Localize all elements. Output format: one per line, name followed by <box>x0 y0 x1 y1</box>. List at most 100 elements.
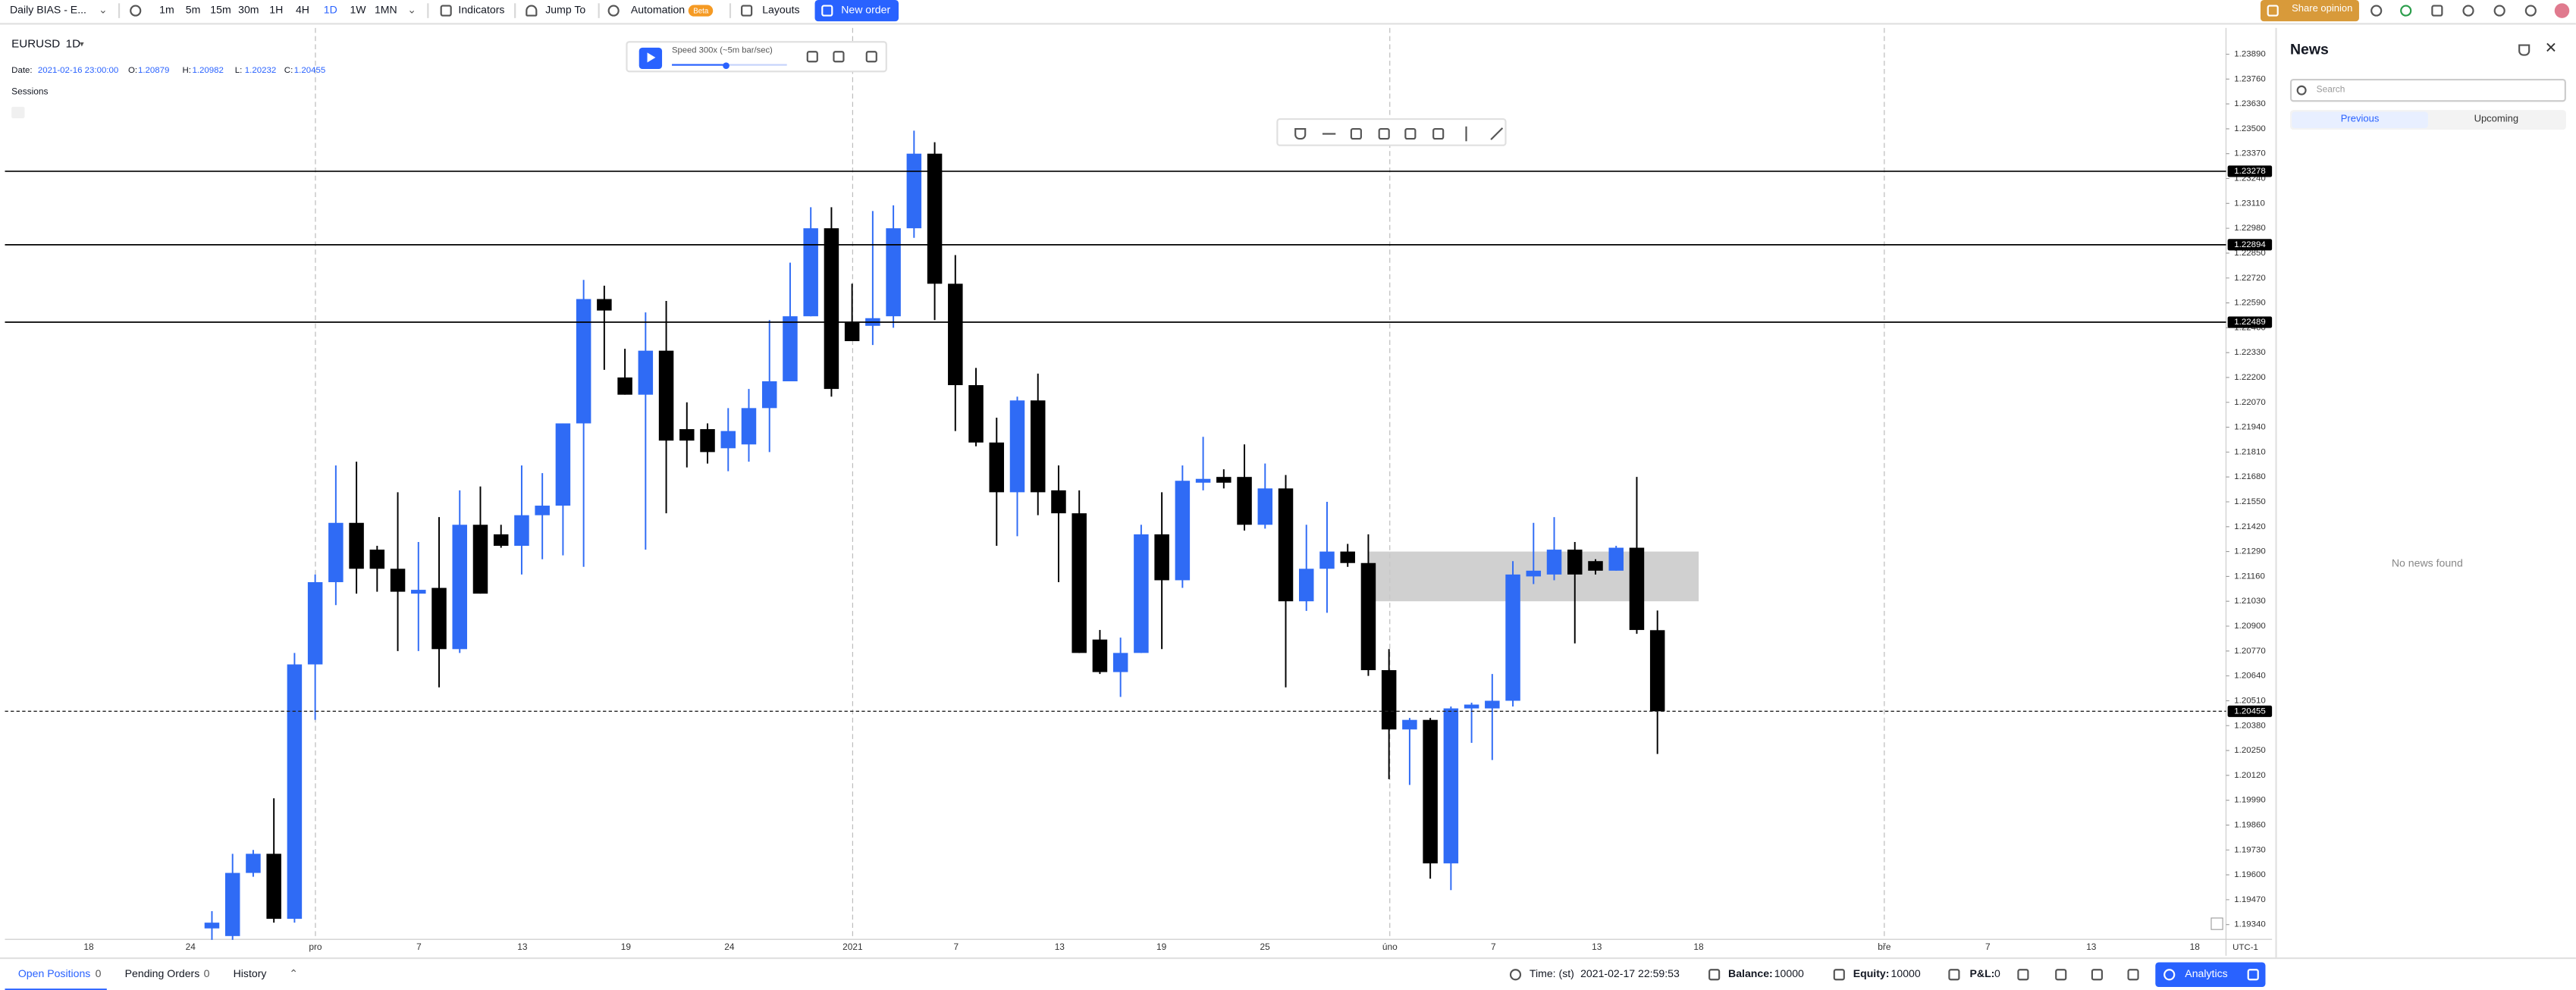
step-back-icon[interactable] <box>806 51 818 63</box>
search-box[interactable]: Search <box>2289 78 2566 102</box>
new-order-button[interactable]: New order <box>814 0 899 22</box>
candle-body <box>720 431 736 449</box>
candle-body <box>741 408 757 445</box>
candle-body <box>1175 481 1191 581</box>
open-positions-tab[interactable]: Open Positions <box>17 969 91 981</box>
automation-button[interactable]: Automation <box>630 5 686 17</box>
compare-icon[interactable] <box>130 5 142 17</box>
pending-orders-tab[interactable]: Pending Orders <box>124 969 200 981</box>
help-icon[interactable] <box>2524 5 2537 17</box>
copy-icon[interactable] <box>2055 969 2067 981</box>
tab-previous[interactable]: Previous <box>2292 111 2428 128</box>
indicators-button[interactable]: Indicators <box>458 5 505 17</box>
separator <box>598 3 600 18</box>
price-tick-label: 1.21030 <box>2234 597 2265 606</box>
candle-body <box>555 423 571 506</box>
price-tick-label: 1.23630 <box>2234 99 2265 108</box>
pnl-label: P&L: <box>1969 969 1995 981</box>
candle-body <box>349 522 364 569</box>
camera-icon[interactable] <box>2431 5 2443 17</box>
time-label: 25 <box>1260 941 1271 952</box>
timeframe-button[interactable]: 30m <box>238 5 259 17</box>
candle-body <box>844 321 860 342</box>
candle-body <box>493 534 509 547</box>
candle-body <box>514 515 529 547</box>
candle-body <box>266 854 281 920</box>
history-tab[interactable]: History <box>233 969 267 981</box>
share-opinion-label: Share opinion <box>2292 5 2353 15</box>
timeframe-button[interactable]: 5m <box>185 5 201 17</box>
candle-body <box>1092 639 1108 672</box>
candle-body <box>452 525 467 650</box>
candle-body <box>927 153 943 284</box>
exit-replay-icon[interactable] <box>865 51 877 63</box>
tool-icon[interactable] <box>1322 133 1336 135</box>
price-tick-label: 1.22200 <box>2234 373 2265 382</box>
candle-body <box>1298 569 1314 602</box>
tool-icon[interactable] <box>1294 127 1307 139</box>
filter-icon[interactable] <box>2518 44 2531 56</box>
share-link-icon[interactable] <box>2462 5 2474 17</box>
candle-body <box>1278 488 1294 602</box>
tool-icon[interactable] <box>1465 126 1467 142</box>
candle-body <box>1505 574 1520 701</box>
timeframe-button[interactable]: 1W <box>350 5 366 17</box>
layout-select[interactable]: Daily BIAS - E... <box>9 5 86 17</box>
interval[interactable]: 1D <box>66 37 80 50</box>
replay-widget: Speed 300x (~5m bar/sec) <box>626 41 887 73</box>
speed-knob[interactable] <box>723 61 730 68</box>
step-forward-icon[interactable] <box>833 51 845 63</box>
settings-icon[interactable] <box>2493 5 2505 17</box>
drawing-toolbar <box>1276 117 1507 146</box>
autoscale-icon[interactable] <box>2210 917 2223 930</box>
tool-icon[interactable] <box>1490 127 1503 140</box>
symbol[interactable]: EURUSD <box>11 37 60 50</box>
timeframe-button[interactable]: 1MN <box>374 5 397 17</box>
ohlc-l-label: L: <box>235 66 243 75</box>
collapse-icon[interactable]: ⌃ <box>289 969 299 981</box>
tool-icon[interactable] <box>1378 127 1390 139</box>
report-icon[interactable] <box>2017 969 2029 981</box>
price-tick-label: 1.21810 <box>2234 447 2265 456</box>
cloud-icon[interactable] <box>2400 5 2412 17</box>
candle-body <box>824 228 839 390</box>
timeframe-button[interactable]: 1m <box>159 5 174 17</box>
sessions-label[interactable]: Sessions <box>11 86 48 96</box>
timeframe-button[interactable]: 1H <box>269 5 284 17</box>
separator <box>729 3 732 18</box>
candle-body <box>576 299 591 424</box>
candle-body <box>1360 562 1376 671</box>
calculator-icon[interactable] <box>2127 969 2139 981</box>
ohlc-h-label: H: <box>182 66 190 75</box>
analytics-button[interactable]: Analytics <box>2155 962 2266 988</box>
price-tick-label: 1.23110 <box>2234 199 2265 208</box>
tool-icon[interactable] <box>1350 127 1362 139</box>
open-positions-count: 0 <box>95 969 102 981</box>
analytics-icon <box>2163 969 2176 981</box>
timeframe-button[interactable]: 15m <box>210 5 231 17</box>
close-icon[interactable]: ✕ <box>2544 39 2558 56</box>
timeframe-button[interactable]: 4H <box>295 5 309 17</box>
timeframe-button[interactable]: 1D <box>323 5 337 17</box>
layouts-button[interactable]: Layouts <box>762 5 800 17</box>
candle-body <box>390 569 406 592</box>
search-icon <box>2296 85 2307 96</box>
equity-label: Equity: <box>1853 969 1890 981</box>
current-price-label: 1.20455 <box>2234 706 2265 716</box>
search-icon[interactable] <box>2370 5 2383 17</box>
calendar-icon[interactable] <box>2091 969 2103 981</box>
tool-icon[interactable] <box>1404 127 1417 139</box>
top-toolbar: Daily BIAS - E... ⌄ 1m 5m 15m 30m 1H 4H 1D 1W 1M… <box>0 0 2576 25</box>
chevron[interactable]: ⌄ <box>407 5 417 17</box>
price-tick-label: 1.19600 <box>2234 870 2265 879</box>
price-tick-label: 1.23500 <box>2234 124 2265 133</box>
collapse-legend[interactable] <box>11 106 25 118</box>
jump-to-button[interactable]: Jump To <box>545 5 586 17</box>
tab-upcoming[interactable]: Upcoming <box>2474 114 2519 125</box>
tool-icon[interactable] <box>1432 127 1445 139</box>
play-button[interactable] <box>639 46 663 68</box>
time-label: 19 <box>1156 941 1167 952</box>
avatar[interactable] <box>2554 3 2570 18</box>
share-opinion-button[interactable]: Share opinion <box>2260 0 2359 22</box>
